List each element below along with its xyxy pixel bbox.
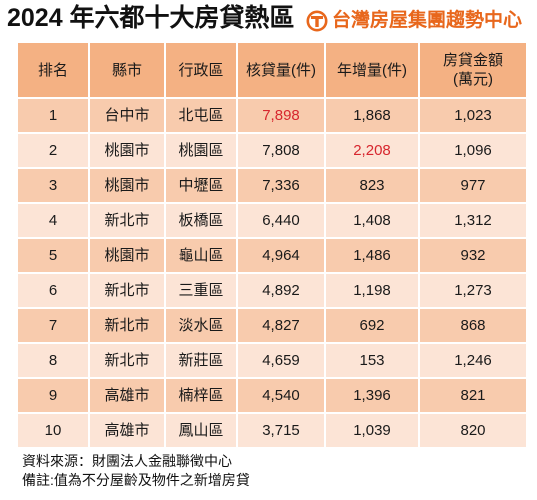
district-cell: 新莊區 (164, 342, 238, 379)
approved-count-cell: 7,808 (236, 132, 326, 169)
header-city: 縣市 (88, 41, 166, 99)
city-cell: 新北市 (88, 342, 166, 379)
loan-amount-cell: 1,273 (418, 272, 528, 309)
table-row: 4 新北市 板橋區 6,440 1,408 1,312 (16, 202, 528, 239)
rank-cell: 4 (16, 202, 90, 239)
loan-amount-cell: 821 (418, 377, 528, 414)
yoy-increase-cell: 153 (324, 342, 420, 379)
yoy-increase-cell: 1,198 (324, 272, 420, 309)
loan-amount-cell: 932 (418, 237, 528, 274)
district-cell: 鳳山區 (164, 412, 238, 449)
yoy-increase-cell: 1,039 (324, 412, 420, 449)
header-rank: 排名 (16, 41, 90, 99)
brand-logo: 台灣房屋集團趨勢中心 (306, 9, 522, 33)
loan-amount-cell: 1,246 (418, 342, 528, 379)
yoy-increase-cell: 2,208 (324, 132, 420, 169)
loan-amount-cell: 1,023 (418, 97, 528, 134)
loan-amount-cell: 1,312 (418, 202, 528, 239)
district-cell: 淡水區 (164, 307, 238, 344)
mortgage-hotspots-table: 排名 縣市 行政區 核貸量(件) 年增量(件) 房貸金額 (萬元) 1 台中市 北屯… (16, 41, 528, 449)
approved-count-cell: 7,898 (236, 97, 326, 134)
table-row: 9 高雄市 楠梓區 4,540 1,396 821 (16, 377, 528, 414)
table-row: 1 台中市 北屯區 7,898 1,868 1,023 (16, 97, 528, 134)
district-cell: 三重區 (164, 272, 238, 309)
approved-count-cell: 6,440 (236, 202, 326, 239)
header-loan-amount: 房貸金額 (萬元) (418, 41, 528, 99)
loan-amount-cell: 977 (418, 167, 528, 204)
header-yoy-increase: 年增量(件) (324, 41, 420, 99)
rank-cell: 10 (16, 412, 90, 449)
rank-cell: 7 (16, 307, 90, 344)
page-title: 2024 年六都十大房貸熱區 (7, 4, 295, 32)
table-row: 6 新北市 三重區 4,892 1,198 1,273 (16, 272, 528, 309)
header-approved-count: 核貸量(件) (236, 41, 326, 99)
table-row: 3 桃園市 中壢區 7,336 823 977 (16, 167, 528, 204)
district-cell: 桃園區 (164, 132, 238, 169)
approved-count-cell: 4,827 (236, 307, 326, 344)
loan-amount-cell: 868 (418, 307, 528, 344)
district-cell: 龜山區 (164, 237, 238, 274)
rank-cell: 8 (16, 342, 90, 379)
rank-cell: 6 (16, 272, 90, 309)
rank-cell: 9 (16, 377, 90, 414)
loan-amount-cell: 1,096 (418, 132, 528, 169)
yoy-increase-cell: 1,486 (324, 237, 420, 274)
city-cell: 桃園市 (88, 132, 166, 169)
approved-count-cell: 4,892 (236, 272, 326, 309)
approved-count-cell: 3,715 (236, 412, 326, 449)
source-note: 資料來源：財團法人金融聯徵中心 (22, 453, 232, 469)
rank-cell: 2 (16, 132, 90, 169)
yoy-increase-cell: 692 (324, 307, 420, 344)
approved-count-cell: 4,659 (236, 342, 326, 379)
table-body: 1 台中市 北屯區 7,898 1,868 1,023 2 桃園市 桃園區 7,808 2,208 1… (16, 97, 528, 449)
table-row: 2 桃園市 桃園區 7,808 2,208 1,096 (16, 132, 528, 169)
yoy-increase-cell: 1,396 (324, 377, 420, 414)
district-cell: 中壢區 (164, 167, 238, 204)
loan-amount-cell: 820 (418, 412, 528, 449)
city-cell: 高雄市 (88, 377, 166, 414)
district-cell: 北屯區 (164, 97, 238, 134)
city-cell: 新北市 (88, 307, 166, 344)
city-cell: 新北市 (88, 272, 166, 309)
remark-note: 備註:值為不分屋齡及物件之新增房貸 (22, 472, 250, 488)
table-row: 8 新北市 新莊區 4,659 153 1,246 (16, 342, 528, 379)
city-cell: 桃園市 (88, 167, 166, 204)
rank-cell: 3 (16, 167, 90, 204)
approved-count-cell: 4,540 (236, 377, 326, 414)
yoy-increase-cell: 1,408 (324, 202, 420, 239)
table-row: 7 新北市 淡水區 4,827 692 868 (16, 307, 528, 344)
district-cell: 板橋區 (164, 202, 238, 239)
taiwan-realty-logo-icon (306, 10, 328, 32)
header-district: 行政區 (164, 41, 238, 99)
brand-name: 台灣房屋集團趨勢中心 (332, 10, 523, 31)
approved-count-cell: 4,964 (236, 237, 326, 274)
city-cell: 高雄市 (88, 412, 166, 449)
district-cell: 楠梓區 (164, 377, 238, 414)
approved-count-cell: 7,336 (236, 167, 326, 204)
rank-cell: 5 (16, 237, 90, 274)
city-cell: 台中市 (88, 97, 166, 134)
city-cell: 桃園市 (88, 237, 166, 274)
table-row: 10 高雄市 鳳山區 3,715 1,039 820 (16, 412, 528, 449)
table-header-row: 排名 縣市 行政區 核貸量(件) 年增量(件) 房貸金額 (萬元) (16, 41, 528, 99)
table-row: 5 桃園市 龜山區 4,964 1,486 932 (16, 237, 528, 274)
yoy-increase-cell: 1,868 (324, 97, 420, 134)
city-cell: 新北市 (88, 202, 166, 239)
yoy-increase-cell: 823 (324, 167, 420, 204)
rank-cell: 1 (16, 97, 90, 134)
footer-notes: 資料來源：財團法人金融聯徵中心 備註:值為不分屋齡及物件之新增房貸 (22, 452, 250, 490)
